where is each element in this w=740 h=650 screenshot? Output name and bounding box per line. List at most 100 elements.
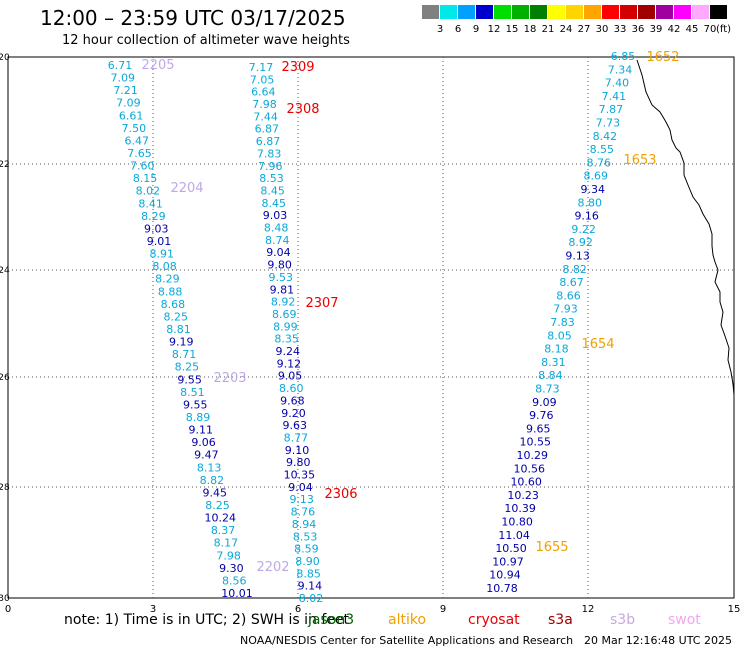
wave-height-value: 9.22	[571, 223, 596, 236]
wave-height-value: 8.53	[259, 172, 284, 185]
wave-height-value: 6.87	[256, 135, 281, 148]
wave-height-value: 8.56	[222, 574, 247, 587]
wave-height-value: 7.98	[216, 549, 241, 562]
wave-height-value: 8.59	[294, 543, 319, 556]
y-axis-tick-label: 22	[0, 160, 10, 170]
legend-swatch	[566, 5, 583, 19]
pass-time-label: 2307	[305, 296, 338, 311]
legend-level-label: 3	[436, 24, 444, 35]
wave-height-value: 8.45	[260, 184, 285, 197]
wave-height-value: 7.40	[605, 77, 630, 90]
wave-height-value: 9.24	[275, 345, 300, 358]
wave-height-value: 10.55	[520, 436, 552, 449]
y-axis-tick-label: 30	[0, 594, 10, 604]
wave-height-value: 6.61	[119, 109, 144, 122]
wave-height-value: 11.04	[498, 529, 530, 542]
legend-swatch	[512, 5, 529, 19]
legend-swatch	[494, 5, 511, 19]
wave-height-value: 8.08	[152, 260, 177, 273]
legend-unit: (ft)	[716, 24, 732, 35]
wave-height-value: 10.97	[492, 555, 524, 568]
wave-height-value: 10.78	[486, 582, 518, 595]
wave-height-value: 9.20	[281, 407, 306, 420]
legend-swatch	[440, 5, 457, 19]
wave-height-value: 9.55	[183, 398, 208, 411]
wave-height-value: 9.03	[144, 222, 169, 235]
wave-height-value: 8.91	[150, 248, 175, 261]
wave-height-value: 9.81	[270, 283, 295, 296]
wave-height-value: 8.53	[293, 530, 318, 543]
wave-height-value: 7.44	[253, 110, 278, 123]
generation-timestamp: 20 Mar 12:16:48 UTC 2025	[584, 634, 732, 647]
wave-height-value: 8.85	[296, 567, 321, 580]
satellite-legend-s3b: s3b	[610, 612, 636, 628]
wave-height-value: 10.80	[501, 516, 533, 529]
satellite-legend-swot: swot	[668, 612, 701, 628]
y-axis-tick-label: 20	[0, 53, 10, 63]
wave-height-value: 9.53	[269, 271, 294, 284]
legend-level-label: 15	[505, 24, 519, 35]
wave-height-value: 8.15	[133, 172, 158, 185]
wave-height-value: 10.56	[513, 462, 545, 475]
pass-time-label: 2202	[256, 560, 289, 575]
wave-height-value: 8.17	[214, 537, 239, 550]
wave-height-value: 8.69	[584, 170, 609, 183]
wave-height-value: 9.04	[266, 246, 291, 259]
wave-height-value: 9.14	[298, 580, 323, 593]
y-axis-tick-label: 28	[0, 483, 10, 493]
wave-height-value: 9.06	[191, 436, 216, 449]
wave-height-value: 8.60	[279, 382, 304, 395]
wave-height-value: 9.19	[169, 336, 194, 349]
credit-line: NOAA/NESDIS Center for Satellite Applica…	[240, 634, 574, 647]
legend-level-label: 21	[541, 24, 555, 35]
wave-height-value: 7.17	[249, 61, 274, 74]
satellite-legend-s3a: s3a	[548, 612, 573, 628]
wave-height-value: 9.63	[282, 419, 307, 432]
legend-level-label: 39	[649, 24, 663, 35]
wave-height-value: 8.68	[161, 298, 186, 311]
wave-height-value: 8.02	[299, 592, 324, 605]
wave-height-value: 8.29	[141, 210, 166, 223]
wave-height-value: 8.02	[136, 185, 161, 198]
wave-height-value: 10.50	[495, 542, 527, 555]
legend-level-label: 42	[667, 24, 681, 35]
legend-level-label: 18	[523, 24, 537, 35]
wave-height-value: 9.30	[219, 562, 244, 575]
wave-height-value: 8.81	[166, 323, 191, 336]
wave-height-value: 8.71	[172, 348, 197, 361]
wave-height-value: 8.42	[593, 130, 618, 143]
wave-height-value: 6.71	[108, 59, 133, 72]
pass-time-label: 2308	[286, 102, 319, 117]
wave-height-value: 7.41	[602, 90, 627, 103]
wave-height-value: 8.18	[544, 343, 569, 356]
wave-height-value: 8.92	[568, 236, 593, 249]
wave-height-value: 8.88	[158, 285, 183, 298]
wave-height-value: 7.09	[116, 97, 141, 110]
wave-height-value: 6.47	[124, 134, 149, 147]
legend-swatch	[656, 5, 673, 19]
wave-height-value: 8.99	[273, 320, 298, 333]
legend-level-label: 9	[472, 24, 480, 35]
legend-level-label: 6	[454, 24, 462, 35]
wave-height-value: 8.76	[587, 156, 612, 169]
wave-height-value: 8.94	[292, 518, 317, 531]
wave-height-value: 7.73	[596, 117, 621, 130]
legend-swatch	[422, 5, 439, 19]
pass-time-label: 1655	[535, 540, 568, 555]
wave-height-value: 8.74	[265, 234, 290, 247]
wave-height-value: 7.93	[553, 303, 578, 316]
wave-height-value: 9.13	[565, 250, 590, 263]
wave-height-value: 9.05	[278, 370, 303, 383]
wave-height-value: 9.01	[147, 235, 172, 248]
wave-height-value: 8.41	[138, 197, 163, 210]
wave-height-value: 8.29	[155, 273, 180, 286]
legend-swatch	[530, 5, 547, 19]
satellite-legend-jason3: jason3	[308, 612, 355, 628]
legend-swatch	[638, 5, 655, 19]
legend-level-label: 70	[703, 24, 717, 35]
wave-height-value: 6.87	[255, 123, 280, 136]
wave-height-value: 10.29	[517, 449, 549, 462]
wave-height-value: 7.83	[550, 316, 575, 329]
wave-height-value: 8.73	[535, 383, 560, 396]
